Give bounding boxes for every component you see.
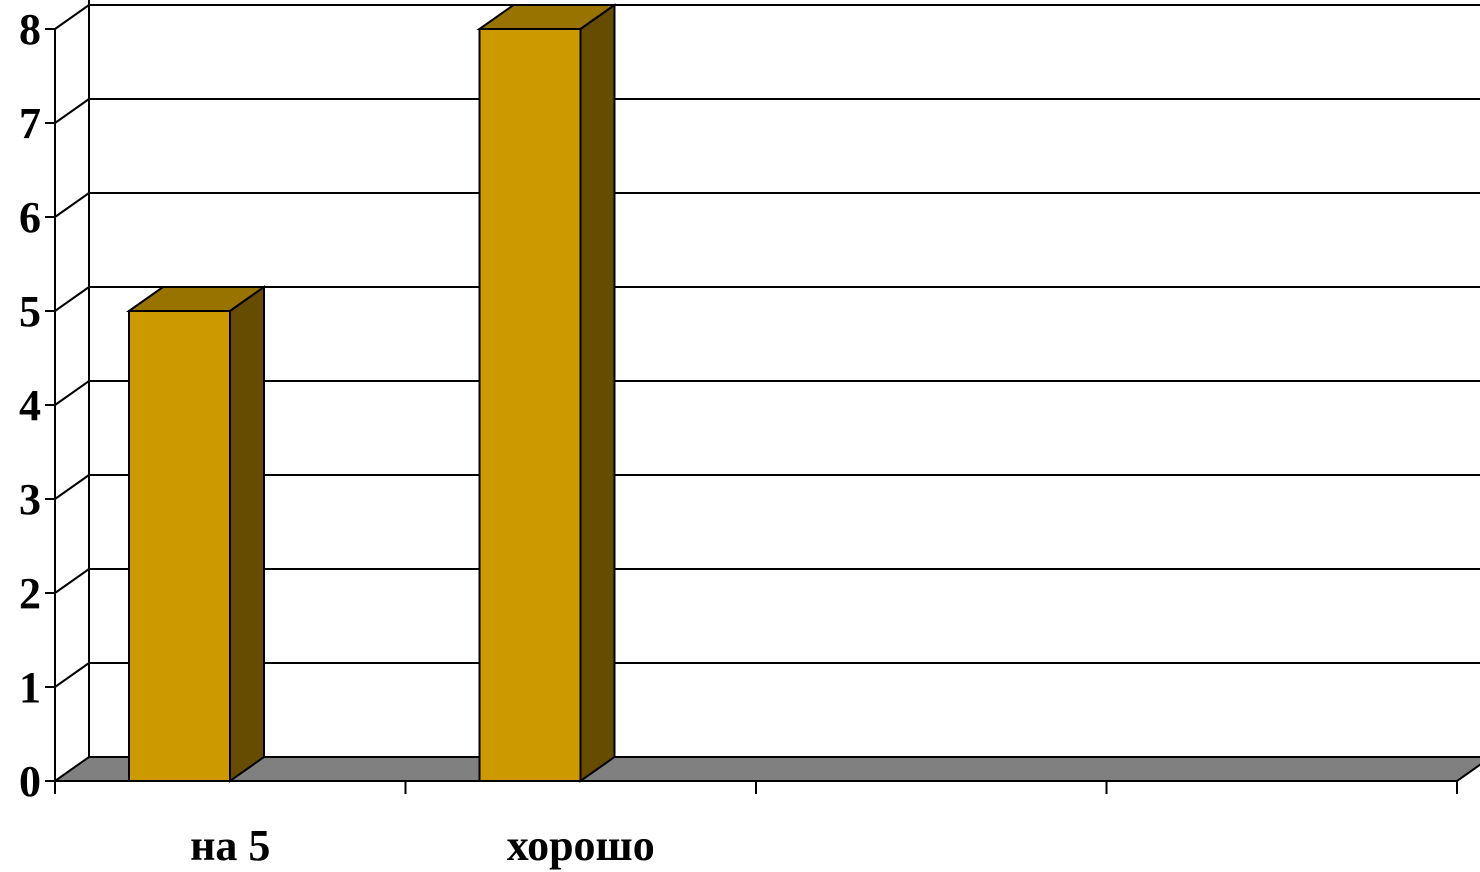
bar	[125, 285, 268, 783]
y-tick-label: 3	[19, 475, 41, 524]
gridline-wall	[54, 4, 90, 30]
bar-side	[579, 3, 616, 783]
y-tick-label: 7	[19, 99, 41, 148]
gridline-wall	[54, 474, 90, 500]
bar-side	[229, 285, 265, 783]
y-tick-label: 0	[19, 757, 41, 806]
bar	[476, 3, 618, 783]
y-tick-label: 5	[19, 287, 41, 336]
y-tick-label: 1	[19, 663, 41, 712]
bar-front	[128, 310, 231, 782]
category-label: хорошо	[507, 821, 655, 870]
y-tick-label: 8	[19, 5, 41, 54]
bar-front	[478, 28, 582, 782]
category-label: на 5	[190, 821, 270, 870]
labels: 0 1 2 3 4 5 6 7 8 на 5 хорошо	[19, 5, 655, 870]
gridline-wall	[54, 98, 90, 124]
y-tick-label: 4	[19, 381, 41, 430]
bars	[125, 3, 618, 783]
gridline-wall	[54, 286, 90, 312]
chart-floor	[51, 756, 1480, 782]
gridline-wall	[54, 380, 90, 406]
floor-plane	[51, 756, 1480, 782]
gridline-wall	[54, 568, 90, 594]
gridline-wall	[54, 662, 90, 688]
gridline-wall	[54, 192, 90, 218]
y-tick-label: 6	[19, 193, 41, 242]
gridlines	[54, 4, 1480, 688]
y-tick-label: 2	[19, 569, 41, 618]
axes	[45, 0, 1458, 794]
